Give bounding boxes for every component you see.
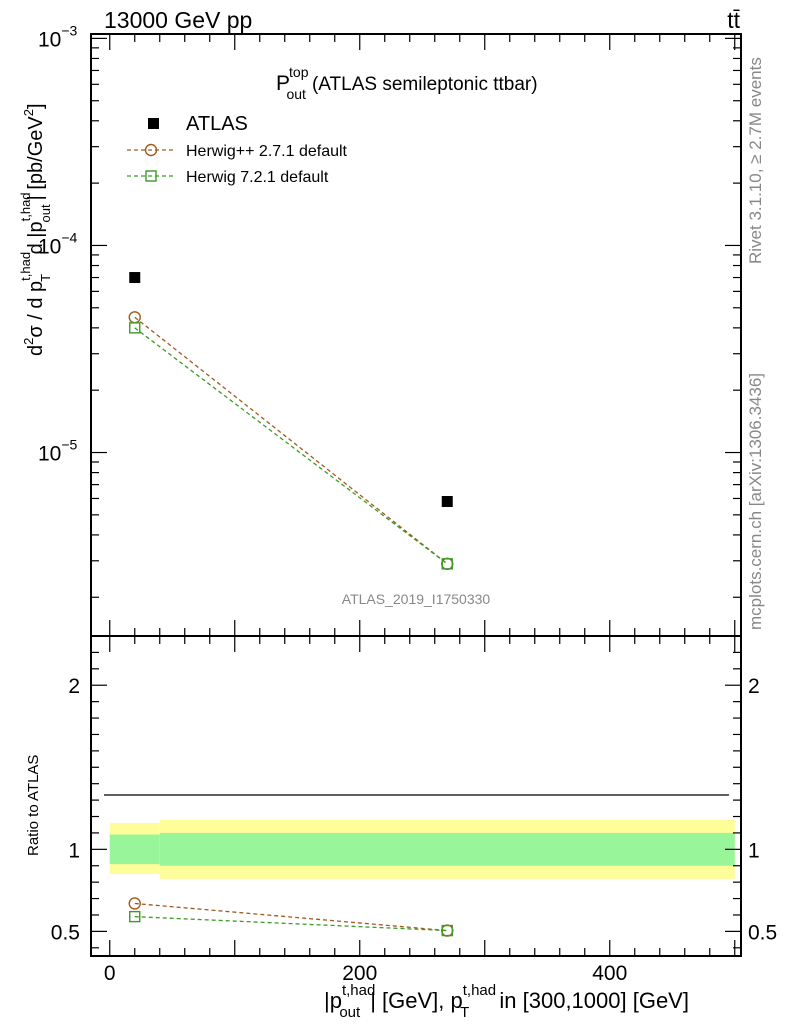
mcplots-label: mcplots.cern.ch [arXiv:1306.3436] (746, 373, 765, 630)
data-point-herwig7 (441, 558, 453, 570)
main-y-tick-label: 10−4 (38, 229, 78, 258)
ratio-bands (109, 819, 735, 879)
data-point-atlas (129, 272, 141, 284)
ratio-point-herwigpp (128, 897, 141, 910)
legend-marker-herwigpp (144, 143, 158, 157)
rivet-label: Rivet 3.1.10, ≥ 2.7M events (746, 57, 765, 264)
ratio-band-inner (159, 832, 735, 866)
ratio-panel: 0.5 0.5 1 1 2 2 0 200 400 Ratio to ATLAS |pt,had… (25, 635, 777, 1021)
main-y-axis-label: d2σ / d pt,had T d |pt,had out| [pb/GeV2] (18, 103, 53, 356)
ratio-line-0 (134, 902, 448, 932)
process-label: tt̄ (727, 7, 740, 33)
title-sup: top (289, 64, 309, 80)
ratio-point-herwig7 (129, 910, 141, 923)
ratio-y-tick-label-left: 1 (68, 839, 80, 862)
ratio-data (128, 897, 454, 937)
ratio-y-tick-label-right: 2 (748, 675, 760, 698)
data-point-herwigpp (441, 557, 454, 571)
data-point-herwig7 (129, 322, 141, 334)
legend: ATLAS Herwig++ 2.7.1 default Herwig 7.2.… (127, 113, 348, 186)
ratio-y-tick-label-right: 0.5 (748, 921, 777, 944)
x-axis-label: |pt,had out | [GeV], pt,had T in [300,1000]… (324, 982, 689, 1021)
watermark: ATLAS_2019_I1750330 (342, 591, 491, 607)
main-y-tick-label: 10−5 (38, 437, 78, 466)
energy-label: 13000 GeV pp (104, 7, 252, 33)
series-line-1 (134, 316, 448, 565)
legend-marker-atlas (148, 118, 159, 129)
legend-marker-herwig7 (145, 170, 157, 182)
title-main: P (276, 72, 290, 95)
ratio-x-tick-label: 0 (104, 962, 116, 985)
legend-label-herwig7: Herwig 7.2.1 default (186, 169, 329, 186)
ratio-y-tick-label-left: 2 (68, 675, 80, 698)
legend-label-herwigpp: Herwig++ 2.7.1 default (186, 143, 348, 160)
main-data (128, 272, 454, 571)
legend-label-atlas: ATLAS (186, 113, 248, 135)
plot-title: Ptop out (ATLAS semileptonic ttbar) (276, 64, 538, 102)
main-panel: 10−3 10−4 10−5 ATLAS_2019_I1750330 Ptop out… (18, 22, 742, 637)
ratio-band-inner (109, 834, 160, 865)
ratio-point-herwig7 (441, 924, 453, 937)
main-ticks: 10−3 10−4 10−5 (38, 22, 741, 636)
title-rest: (ATLAS semileptonic ttbar) (312, 74, 538, 95)
ratio-y-tick-label-left: 0.5 (51, 921, 80, 944)
ratio-x-tick-label: 200 (342, 962, 377, 985)
ratio-frame (90, 635, 742, 957)
ratio-ticks: 0.5 0.5 1 1 2 2 0 200 400 (51, 635, 777, 985)
data-point-atlas (441, 496, 453, 508)
title-sub: out (286, 86, 306, 102)
ratio-y-tick-label-right: 1 (748, 839, 760, 862)
series-line-2 (134, 327, 448, 565)
main-y-tick-label: 10−3 (38, 22, 78, 51)
ratio-line-1 (134, 915, 448, 932)
ratio-x-tick-label: 400 (592, 962, 627, 985)
ratio-y-axis-label: Ratio to ATLAS (25, 755, 42, 856)
